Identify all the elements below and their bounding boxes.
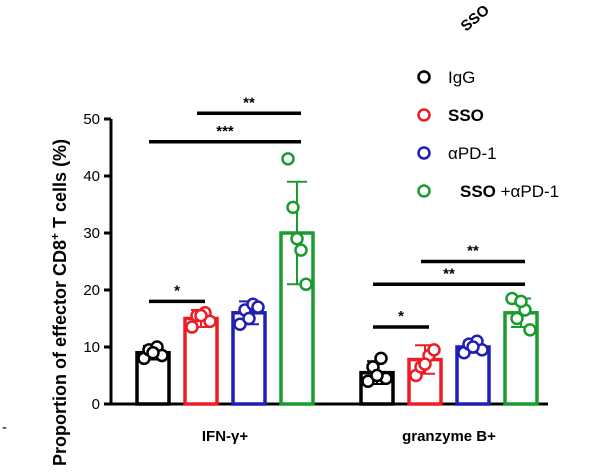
legend-label: αPD-1: [448, 144, 497, 163]
data-point: [370, 368, 384, 383]
legend: IgG SSO αPD-1 SSO +αPD-1: [417, 68, 559, 201]
y-tick-label: 50: [83, 111, 100, 128]
data-point: [146, 345, 160, 360]
y-tick-label: 40: [83, 168, 100, 185]
y-tick-label: 10: [83, 339, 100, 356]
significance-label: ***: [216, 123, 234, 140]
data-point: [523, 323, 537, 337]
x-category-label: granzyme B+: [402, 428, 496, 445]
plot-area: 0 10 20 30 40 50 Proportion of effector CD8+ T…: [48, 94, 548, 466]
data-point: [251, 300, 265, 314]
significance-label: *: [398, 308, 404, 325]
legend-label: IgG: [448, 68, 475, 87]
significance-label: **: [467, 243, 479, 260]
y-tick-label: 20: [83, 282, 100, 299]
legend-marker: [417, 184, 431, 198]
data-point: [290, 231, 304, 246]
legend-label: SSO: [448, 106, 484, 125]
cropped-header-text: SSO: [458, 1, 493, 35]
data-point: [374, 351, 388, 366]
data-point: [185, 320, 199, 334]
data-point: [286, 200, 300, 215]
data-point: [466, 340, 480, 354]
data-point: [427, 343, 441, 357]
data-point: [514, 294, 528, 309]
legend-label: SSO +αPD-1: [460, 182, 559, 201]
data-point: [281, 152, 295, 166]
y-tick-label: 0: [92, 396, 100, 413]
data-point: [299, 277, 313, 292]
left-edge-dash: -: [2, 419, 7, 436]
legend-marker: [417, 108, 431, 122]
x-category-label: IFN-γ+: [202, 428, 249, 445]
data-point: [294, 243, 308, 257]
significance-label: **: [243, 94, 255, 111]
data-point: [510, 311, 524, 326]
y-axis-label: Proportion of effector CD8+ T cells (%): [48, 139, 70, 466]
data-point: [242, 311, 256, 326]
significance-label: **: [443, 265, 455, 282]
y-tick-label: 30: [83, 225, 100, 242]
legend-marker: [417, 146, 431, 160]
significance-label: *: [174, 282, 180, 299]
legend-marker: [417, 70, 431, 84]
data-point: [418, 357, 432, 371]
data-point: [194, 308, 208, 323]
